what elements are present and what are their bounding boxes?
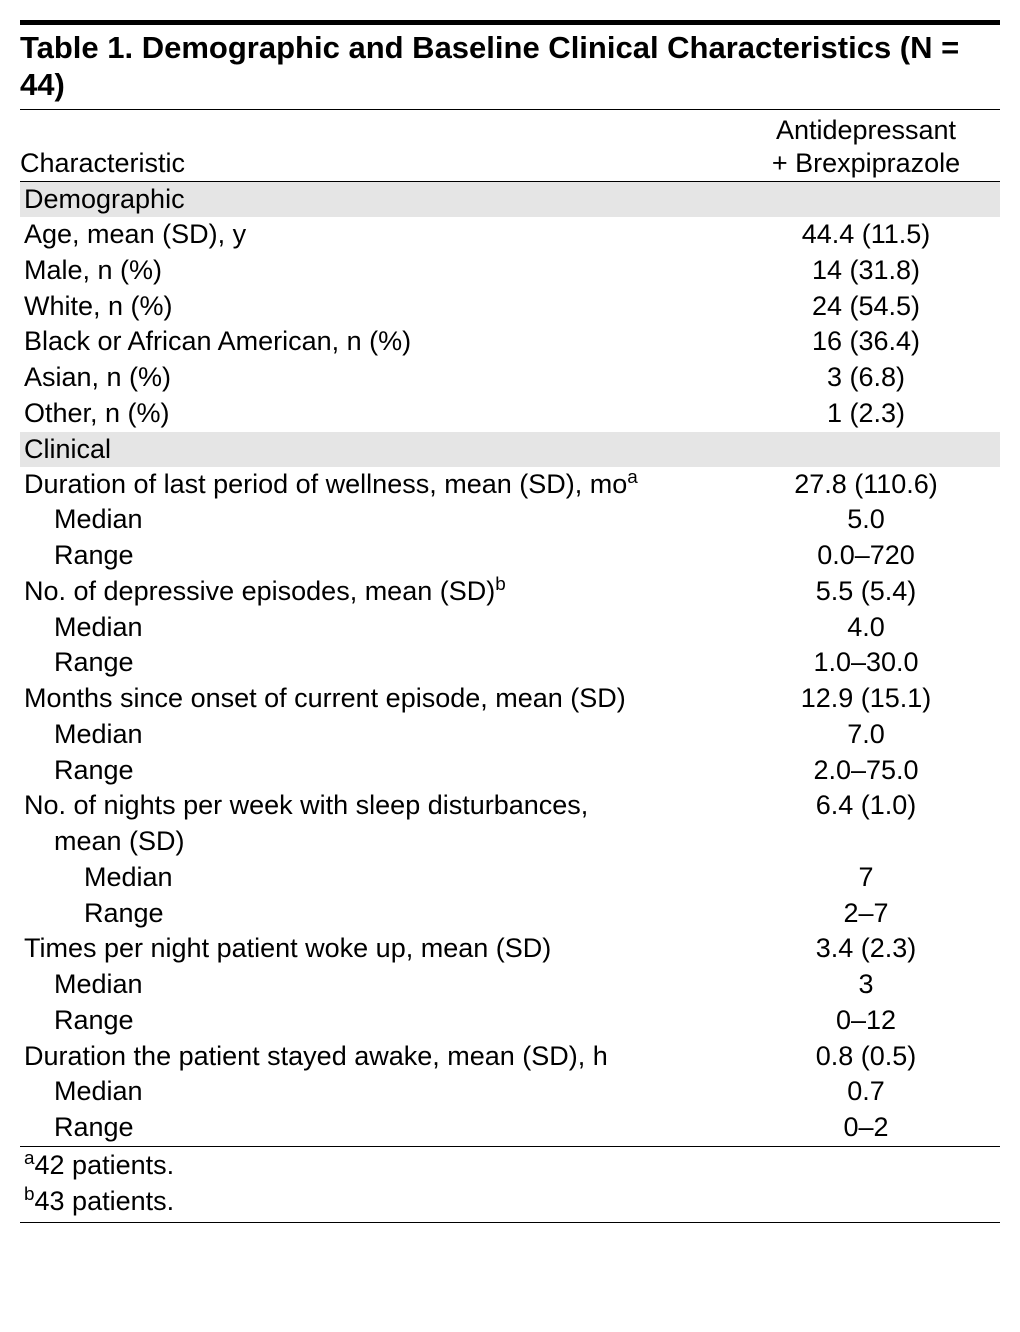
row-value: 0.0–720 [732, 538, 1000, 574]
section-clinical: Clinical [20, 432, 1000, 467]
col-header-right-line1: Antidepressant [776, 115, 956, 145]
row-label: Asian, n (%) [20, 360, 732, 396]
row-label: No. of nights per week with sleep distur… [20, 788, 732, 824]
row-value [732, 824, 1000, 860]
row-label: Median [20, 1074, 732, 1110]
row-value: 27.8 (110.6) [732, 467, 1000, 503]
row-label: Duration of last period of wellness, mea… [20, 467, 732, 503]
row-label: Male, n (%) [20, 253, 732, 289]
row-value: 14 (31.8) [732, 253, 1000, 289]
row-value: 5.0 [732, 502, 1000, 538]
row-value: 2–7 [732, 896, 1000, 932]
row-value: 0–12 [732, 1003, 1000, 1039]
col-header-left: Characteristic [20, 110, 732, 182]
row-value: 3.4 (2.3) [732, 931, 1000, 967]
row-value: 3 (6.8) [732, 360, 1000, 396]
row-value: 3 [732, 967, 1000, 1003]
footnote: b43 patients. [20, 1184, 1000, 1223]
row-value: 0–2 [732, 1110, 1000, 1146]
row-value: 2.0–75.0 [732, 753, 1000, 789]
row-label: Range [20, 538, 732, 574]
row-value: 44.4 (11.5) [732, 217, 1000, 253]
row-label: Median [20, 860, 732, 896]
row-label: White, n (%) [20, 289, 732, 325]
col-header-right-line2: + Brexpiprazole [772, 148, 960, 178]
row-value: 1.0–30.0 [732, 645, 1000, 681]
row-label: Range [20, 896, 732, 932]
row-value: 24 (54.5) [732, 289, 1000, 325]
row-value: 6.4 (1.0) [732, 788, 1000, 824]
row-value: 16 (36.4) [732, 324, 1000, 360]
row-label: Range [20, 1003, 732, 1039]
row-label: Range [20, 645, 732, 681]
row-label: Other, n (%) [20, 396, 732, 432]
row-label: Median [20, 967, 732, 1003]
row-label: Black or African American, n (%) [20, 324, 732, 360]
row-value: 7.0 [732, 717, 1000, 753]
row-value: 0.8 (0.5) [732, 1039, 1000, 1075]
row-label: Median [20, 502, 732, 538]
section-demographic: Demographic [20, 182, 1000, 218]
table-title: Table 1. Demographic and Baseline Clinic… [20, 23, 1000, 110]
row-label: Median [20, 717, 732, 753]
row-label: Range [20, 1110, 732, 1146]
row-value: 5.5 (5.4) [732, 574, 1000, 610]
row-label: mean (SD) [20, 824, 732, 860]
row-value: 7 [732, 860, 1000, 896]
row-label: Times per night patient woke up, mean (S… [20, 931, 732, 967]
col-header-right: Antidepressant + Brexpiprazole [732, 110, 1000, 182]
row-value: 12.9 (15.1) [732, 681, 1000, 717]
row-label: Duration the patient stayed awake, mean … [20, 1039, 732, 1075]
row-label: Age, mean (SD), y [20, 217, 732, 253]
row-label: Range [20, 753, 732, 789]
row-value: 0.7 [732, 1074, 1000, 1110]
row-label: No. of depressive episodes, mean (SD)b [20, 574, 732, 610]
row-value: 4.0 [732, 610, 1000, 646]
row-value: 1 (2.3) [732, 396, 1000, 432]
row-label: Median [20, 610, 732, 646]
clinical-table: Table 1. Demographic and Baseline Clinic… [20, 20, 1000, 1223]
row-label: Months since onset of current episode, m… [20, 681, 732, 717]
footnote: a42 patients. [20, 1146, 1000, 1183]
